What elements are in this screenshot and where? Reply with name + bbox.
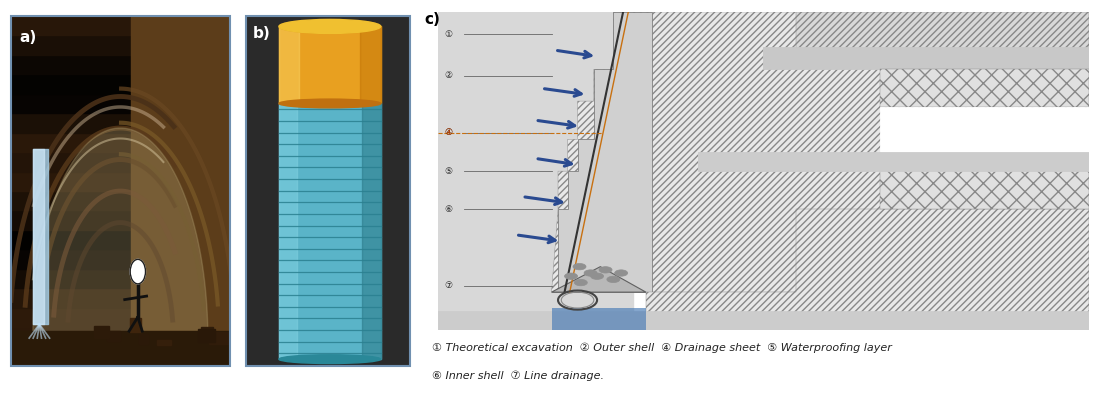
Polygon shape [551,308,645,330]
Text: ⑥ Inner shell  ⑦ Line drainage.: ⑥ Inner shell ⑦ Line drainage. [432,370,604,380]
Bar [279,103,298,359]
Bar [279,103,381,359]
Bar [11,152,131,172]
Text: ⑥: ⑥ [444,205,452,214]
Bar [279,26,381,103]
Ellipse shape [279,20,381,33]
Text: ①: ① [444,30,452,39]
Text: ④: ④ [444,129,452,137]
Bar [11,74,131,94]
Polygon shape [438,12,614,330]
Bar [11,331,230,366]
Bar [11,113,131,133]
Bar [11,191,131,211]
Bar [11,327,131,347]
Bar [209,332,230,344]
Polygon shape [881,155,1089,209]
Circle shape [565,273,578,279]
Ellipse shape [279,20,381,33]
Text: ① Theoretical excavation  ② Outer shell  ④ Drainage sheet  ⑤ Waterproofing layer: ① Theoretical excavation ② Outer shell ④… [432,342,892,353]
Bar [11,269,131,288]
Bar [129,318,141,332]
Bar [156,340,171,345]
Circle shape [130,259,146,284]
Text: ②: ② [444,71,452,80]
Bar [139,334,148,344]
Bar [11,211,131,230]
Polygon shape [131,16,230,366]
Bar [11,288,131,308]
Bar [438,12,632,330]
Polygon shape [645,209,1089,330]
Text: b): b) [253,26,270,41]
Bar [362,103,381,359]
Circle shape [573,263,586,270]
Polygon shape [795,12,1089,50]
Bar [11,230,131,250]
Polygon shape [881,69,1089,107]
Bar [764,47,1089,69]
Circle shape [600,267,612,273]
Text: ⑤: ⑤ [444,167,452,176]
Text: ④: ④ [444,129,452,137]
Bar [11,55,131,74]
Bar [11,172,131,191]
Bar [94,326,108,338]
Circle shape [574,279,587,286]
Bar [198,329,214,342]
Bar [11,250,131,269]
Circle shape [607,276,620,283]
Circle shape [584,270,597,276]
Bar [11,16,131,35]
Polygon shape [551,12,652,292]
Bar [279,26,300,103]
Bar [11,308,131,327]
Polygon shape [33,128,208,338]
Text: ⑦: ⑦ [444,281,452,290]
Bar [11,347,131,366]
Ellipse shape [279,99,381,108]
Bar [107,331,119,341]
Text: c): c) [424,12,441,27]
Circle shape [615,270,628,276]
Ellipse shape [279,355,381,363]
Text: a): a) [20,30,37,45]
Bar [438,311,1089,330]
Bar [11,35,131,55]
Bar [881,107,1089,155]
Circle shape [591,273,604,279]
Bar [201,328,213,338]
Bar [11,94,131,113]
Bar [11,133,131,152]
Bar [360,26,381,103]
Polygon shape [551,267,645,292]
Polygon shape [551,12,1089,292]
Bar [698,152,1089,171]
